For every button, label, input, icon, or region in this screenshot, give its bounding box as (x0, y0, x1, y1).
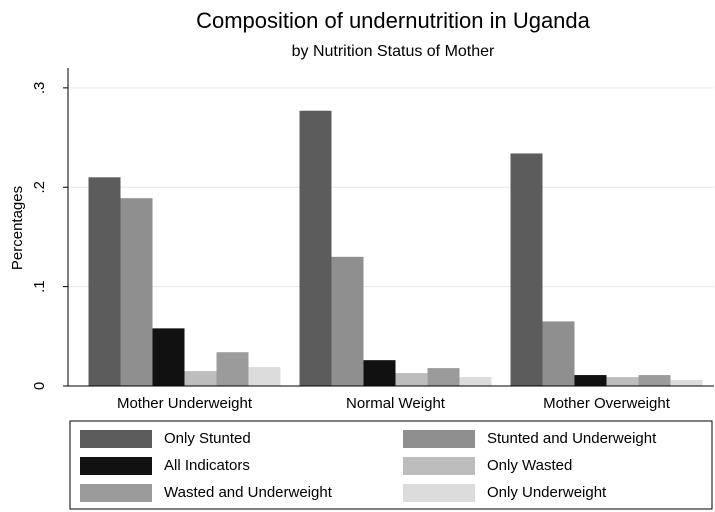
y-tick-label: .3 (31, 82, 48, 95)
legend-label: All Indicators (164, 457, 250, 474)
x-tick-label: Mother Underweight (117, 395, 253, 412)
bar (542, 321, 575, 386)
bar (363, 360, 396, 386)
y-tick-label: .1 (31, 280, 48, 293)
bar (574, 375, 607, 386)
bar (427, 368, 460, 386)
legend-label: Only Wasted (487, 457, 572, 474)
legend-swatch (80, 430, 152, 448)
bar (638, 375, 671, 386)
chart-subtitle: by Nutrition Status of Mother (292, 43, 495, 60)
legend-label: Only Underweight (487, 484, 607, 501)
legend-swatch (80, 484, 152, 502)
x-tick-label: Mother Overweight (543, 395, 671, 412)
legend-swatch (403, 430, 475, 448)
legend-swatch (80, 457, 152, 475)
bar (184, 371, 217, 386)
bar (606, 377, 639, 386)
y-tick-label: 0 (31, 382, 48, 390)
bar (216, 352, 249, 386)
x-tick-label: Normal Weight (346, 395, 446, 412)
bar (88, 177, 121, 386)
y-tick-label: .2 (31, 181, 48, 194)
bar (152, 328, 185, 386)
bar (120, 198, 153, 386)
chart-title: Composition of undernutrition in Uganda (196, 8, 591, 33)
bar (510, 153, 543, 386)
legend-label: Stunted and Underweight (487, 430, 657, 447)
bar (299, 110, 332, 386)
legend-swatch (403, 484, 475, 502)
legend-label: Wasted and Underweight (164, 484, 333, 501)
bar (248, 367, 281, 386)
legend-swatch (403, 457, 475, 475)
bar (670, 380, 703, 386)
bar (395, 373, 428, 386)
y-axis-label: Percentages (9, 186, 26, 270)
bar (331, 256, 364, 386)
bar (459, 377, 492, 386)
legend-box (69, 420, 713, 510)
legend-label: Only Stunted (164, 430, 251, 447)
